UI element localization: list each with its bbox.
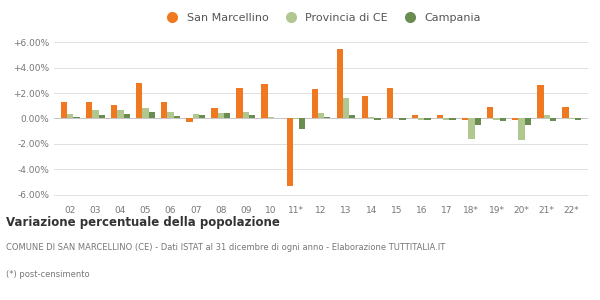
Bar bbox=[311, 89, 318, 118]
Text: Variazione percentuale della popolazione: Variazione percentuale della popolazione bbox=[6, 216, 280, 229]
Bar bbox=[443, 118, 449, 120]
Bar bbox=[475, 118, 481, 125]
Bar bbox=[224, 113, 230, 119]
Bar bbox=[400, 118, 406, 120]
Bar bbox=[211, 108, 218, 118]
Bar bbox=[299, 118, 305, 129]
Bar bbox=[136, 83, 142, 118]
Bar bbox=[186, 118, 193, 122]
Bar bbox=[111, 104, 118, 118]
Bar bbox=[242, 112, 249, 118]
Bar bbox=[86, 102, 92, 119]
Bar bbox=[500, 118, 506, 121]
Bar bbox=[124, 114, 130, 118]
Bar bbox=[249, 115, 255, 118]
Bar bbox=[268, 117, 274, 118]
Bar bbox=[236, 88, 242, 118]
Bar bbox=[287, 118, 293, 186]
Bar bbox=[142, 108, 149, 118]
Bar bbox=[349, 115, 355, 119]
Bar bbox=[174, 116, 180, 119]
Bar bbox=[449, 118, 456, 120]
Bar bbox=[73, 117, 80, 119]
Bar bbox=[412, 115, 418, 119]
Bar bbox=[98, 115, 105, 118]
Bar bbox=[61, 102, 67, 119]
Bar bbox=[199, 115, 205, 119]
Bar bbox=[544, 115, 550, 118]
Bar bbox=[324, 117, 331, 119]
Bar bbox=[262, 84, 268, 118]
Bar bbox=[524, 118, 531, 125]
Bar bbox=[437, 115, 443, 119]
Bar bbox=[424, 118, 431, 120]
Bar bbox=[575, 118, 581, 120]
Bar bbox=[118, 110, 124, 118]
Bar bbox=[362, 96, 368, 118]
Legend: San Marcellino, Provincia di CE, Campania: San Marcellino, Provincia di CE, Campani… bbox=[157, 8, 485, 27]
Bar bbox=[550, 118, 556, 121]
Bar bbox=[92, 110, 98, 118]
Bar bbox=[512, 118, 518, 120]
Bar bbox=[374, 118, 380, 120]
Bar bbox=[218, 113, 224, 118]
Bar bbox=[368, 117, 374, 119]
Bar bbox=[67, 114, 73, 118]
Bar bbox=[537, 85, 544, 118]
Bar bbox=[462, 118, 468, 120]
Bar bbox=[343, 98, 349, 118]
Bar bbox=[562, 107, 569, 118]
Bar bbox=[518, 118, 524, 140]
Bar bbox=[387, 88, 393, 118]
Text: (*) post-censimento: (*) post-censimento bbox=[6, 270, 89, 279]
Bar bbox=[468, 118, 475, 140]
Text: COMUNE DI SAN MARCELLINO (CE) - Dati ISTAT al 31 dicembre di ogni anno - Elabora: COMUNE DI SAN MARCELLINO (CE) - Dati IST… bbox=[6, 243, 445, 252]
Bar bbox=[193, 114, 199, 118]
Bar bbox=[569, 118, 575, 119]
Bar bbox=[293, 118, 299, 119]
Bar bbox=[493, 118, 500, 120]
Bar bbox=[318, 113, 324, 118]
Bar bbox=[337, 49, 343, 118]
Bar bbox=[149, 112, 155, 119]
Bar bbox=[487, 107, 493, 118]
Bar bbox=[167, 112, 174, 118]
Bar bbox=[418, 118, 424, 120]
Bar bbox=[161, 102, 167, 119]
